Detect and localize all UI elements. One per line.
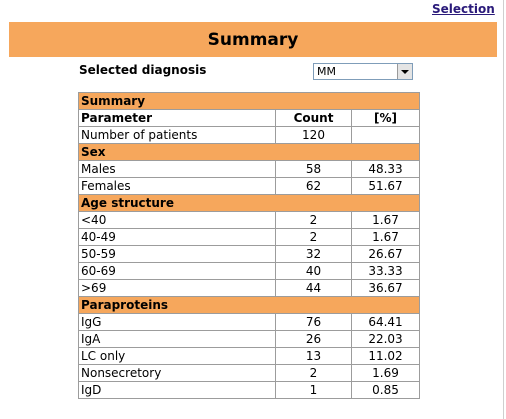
table-row: Nonsecretory 2 1.69: [78, 364, 420, 382]
table-row: 60-69 40 33.33: [78, 262, 420, 280]
row-count: 2: [275, 364, 352, 382]
row-percent: 48.33: [351, 160, 420, 178]
page-title: Summary: [207, 29, 299, 50]
row-label: IgD: [78, 381, 276, 399]
row-label: 50-59: [78, 245, 276, 263]
row-label: IgG: [78, 313, 276, 331]
section-title: Sex: [78, 143, 420, 161]
section-title: Paraproteins: [78, 296, 420, 314]
row-count: 76: [275, 313, 352, 331]
diagnosis-selected-value: MM: [317, 65, 336, 78]
chevron-down-icon: [401, 69, 409, 74]
row-label: LC only: [78, 347, 276, 365]
row-label: >69: [78, 279, 276, 297]
section-header-row: Age structure: [78, 194, 420, 212]
diagnosis-label: Selected diagnosis: [79, 63, 207, 77]
section-header-row: Paraproteins: [78, 296, 420, 314]
header-parameter: Parameter: [78, 109, 276, 127]
row-percent: 64.41: [351, 313, 420, 331]
header-row: Parameter Count [%]: [78, 109, 420, 127]
row-label: IgA: [78, 330, 276, 348]
row-percent: 1.69: [351, 364, 420, 382]
selection-link[interactable]: Selection: [432, 2, 495, 16]
row-count: 62: [275, 177, 352, 195]
summary-table: Summary Parameter Count [%] Number of pa…: [78, 92, 420, 399]
row-label: 60-69: [78, 262, 276, 280]
table-row: 50-59 32 26.67: [78, 245, 420, 263]
table-row: 40-49 2 1.67: [78, 228, 420, 246]
table-row: <40 2 1.67: [78, 211, 420, 229]
row-count: 2: [275, 211, 352, 229]
row-count: 58: [275, 160, 352, 178]
page-banner: Summary: [9, 22, 497, 57]
header-count: Count: [275, 109, 352, 127]
row-count: 40: [275, 262, 352, 280]
diagnosis-select[interactable]: MM: [313, 63, 413, 80]
row-count: 26: [275, 330, 352, 348]
row-count: 2: [275, 228, 352, 246]
table-row: IgG 76 64.41: [78, 313, 420, 331]
row-label: <40: [78, 211, 276, 229]
right-divider: [503, 0, 504, 419]
table-row: Females 62 51.67: [78, 177, 420, 195]
row-percent: 11.02: [351, 347, 420, 365]
dropdown-button[interactable]: [397, 64, 412, 79]
row-percent: 36.67: [351, 279, 420, 297]
row-percent: 1.67: [351, 228, 420, 246]
row-percent: 26.67: [351, 245, 420, 263]
row-percent: 22.03: [351, 330, 420, 348]
row-count: 120: [275, 126, 352, 144]
row-percent: 51.67: [351, 177, 420, 195]
row-label: Nonsecretory: [78, 364, 276, 382]
row-label: Females: [78, 177, 276, 195]
table-row: >69 44 36.67: [78, 279, 420, 297]
row-count: 44: [275, 279, 352, 297]
table-row: Number of patients 120: [78, 126, 420, 144]
table-row: IgD 1 0.85: [78, 381, 420, 399]
row-count: 32: [275, 245, 352, 263]
table-row: LC only 13 11.02: [78, 347, 420, 365]
row-percent: 0.85: [351, 381, 420, 399]
header-percent: [%]: [351, 109, 420, 127]
row-percent: 33.33: [351, 262, 420, 280]
table-row: Males 58 48.33: [78, 160, 420, 178]
section-header-row: Sex: [78, 143, 420, 161]
row-count: 1: [275, 381, 352, 399]
row-label: Males: [78, 160, 276, 178]
row-percent: 1.67: [351, 211, 420, 229]
table-row: IgA 26 22.03: [78, 330, 420, 348]
row-label: Number of patients: [78, 126, 276, 144]
section-title: Age structure: [78, 194, 420, 212]
table-title: Summary: [78, 92, 420, 110]
row-count: 13: [275, 347, 352, 365]
table-title-row: Summary: [78, 92, 420, 110]
row-percent: [351, 126, 420, 144]
row-label: 40-49: [78, 228, 276, 246]
